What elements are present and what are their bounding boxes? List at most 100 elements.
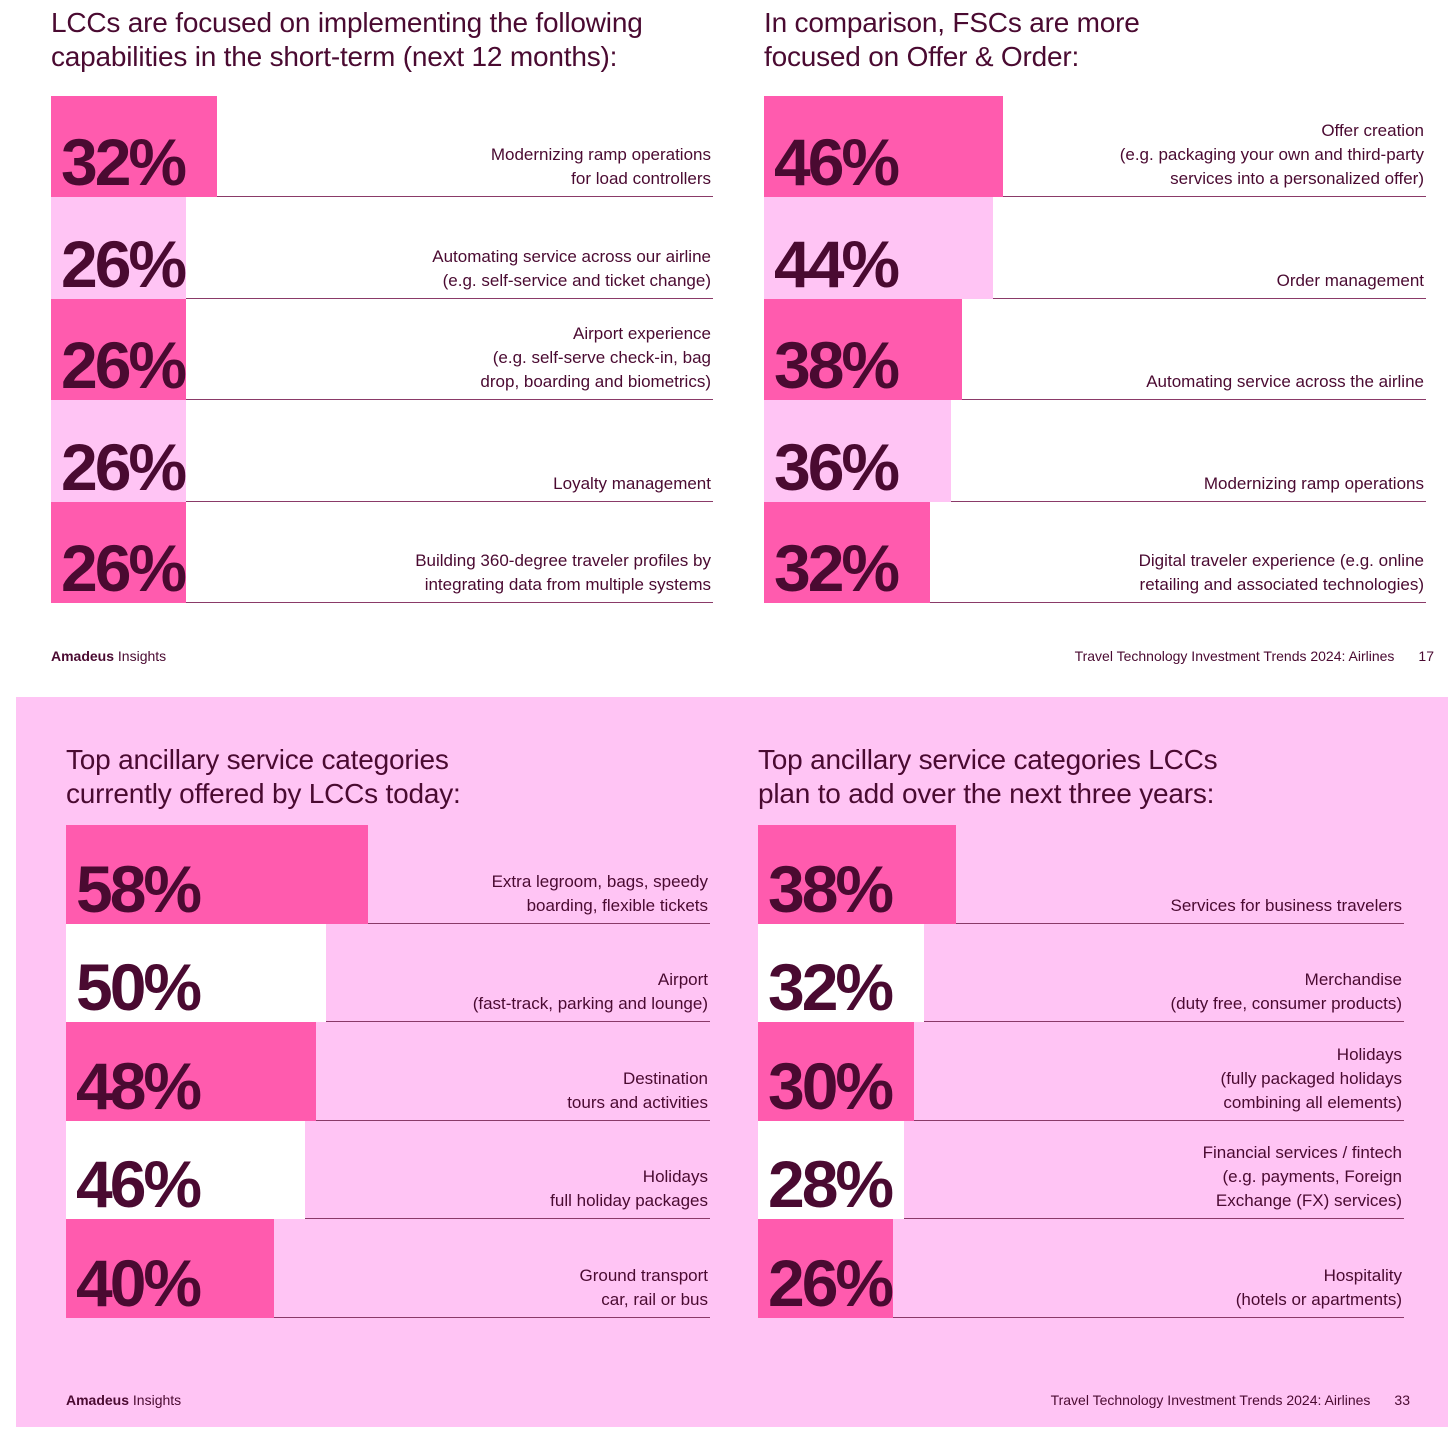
bar — [66, 1219, 274, 1318]
bar — [758, 1219, 893, 1318]
bar — [764, 197, 993, 299]
bar-row: 30% Holidays (fully packaged holidays com… — [758, 1022, 1404, 1121]
lcc-ancillary-today-panel: Top ancillary service categories current… — [66, 743, 710, 1323]
value-label: 26% — [61, 328, 187, 403]
fsc-capabilities-chart: 46% Offer creation (e.g. packaging your o… — [764, 96, 1426, 604]
fsc-capabilities-panel: In comparison, FSCs are more focused on … — [764, 6, 1426, 606]
row-divider — [186, 297, 713, 299]
value-label: 44% — [774, 226, 900, 301]
row-divider — [186, 399, 713, 401]
row-divider — [951, 500, 1426, 502]
bar-row: 48% Destination tours and activities — [66, 1022, 710, 1121]
panel-title: In comparison, FSCs are more focused on … — [764, 7, 1140, 72]
value-label: 50% — [76, 950, 202, 1025]
panel-title: Top ancillary service categories LCCs pl… — [758, 744, 1218, 809]
value-label: 40% — [76, 1245, 202, 1320]
bar-row: 26% Hospitality (hotels or apartments) — [758, 1219, 1404, 1318]
row-divider — [993, 297, 1426, 299]
bar-row: 26% Automating service across our airline… — [51, 197, 713, 301]
bar — [66, 923, 326, 1023]
bar-row: 26% Loyalty management — [51, 400, 713, 504]
value-label: 46% — [76, 1147, 202, 1222]
bar — [758, 825, 956, 924]
category-label: Modernizing ramp operations — [1203, 473, 1424, 493]
bar-row: 32% Digital traveler experience (e.g. onl… — [764, 501, 1426, 605]
brand-name: Amadeus — [51, 648, 115, 664]
publication-title: Travel Technology Investment Trends 2024… — [1074, 648, 1395, 664]
footer-brand: Amadeus Insights — [66, 1392, 181, 1408]
lcc-ancillary-planned-panel: Top ancillary service categories LCCs pl… — [758, 743, 1404, 1323]
footer-publication: Travel Technology Investment Trends 2024… — [1051, 1392, 1410, 1408]
row-divider — [924, 1021, 1404, 1023]
page-number: 17 — [1418, 648, 1434, 664]
row-divider — [930, 601, 1426, 603]
bar — [764, 298, 962, 401]
bar — [764, 501, 930, 603]
row-divider — [217, 196, 713, 198]
value-label: 26% — [61, 429, 187, 504]
category-label: Automating service across our airline (e… — [432, 246, 711, 290]
category-label: Order management — [1276, 270, 1424, 290]
bar-row: 44% Order management — [764, 197, 1426, 301]
brand-suffix: Insights — [117, 648, 167, 664]
bar — [51, 400, 186, 502]
row-divider — [326, 1021, 710, 1023]
category-label: Holidays full holiday packages — [550, 1167, 708, 1211]
page-number: 33 — [1394, 1392, 1410, 1408]
bar — [66, 825, 368, 924]
value-label: 26% — [61, 226, 187, 301]
category-label: Extra legroom, bags, speedy boarding, fl… — [491, 871, 708, 915]
value-label: 32% — [768, 950, 894, 1025]
category-label: Modernizing ramp operations for load con… — [490, 145, 711, 189]
row-divider — [186, 500, 713, 502]
value-label: 30% — [768, 1048, 894, 1123]
category-label: Destination tours and activities — [567, 1068, 708, 1112]
row-divider — [956, 922, 1404, 924]
category-label: Airport (fast-track, parking and lounge) — [472, 970, 708, 1014]
lcc-capabilities-chart: 32% Modernizing ramp operations for load … — [51, 96, 713, 604]
brand-name: Amadeus — [66, 1392, 130, 1408]
bar-row: 32% Modernizing ramp operations for load … — [51, 96, 713, 198]
value-label: 58% — [76, 851, 202, 926]
value-label: 48% — [76, 1048, 202, 1123]
bar-row: 46% Offer creation (e.g. packaging your o… — [764, 96, 1426, 198]
lcc-ancillary-today-chart: 58% Extra legroom, bags, speedy boarding,… — [66, 825, 710, 1319]
bar — [66, 1120, 305, 1220]
bar-row: 50% Airport (fast-track, parking and loun… — [66, 923, 710, 1025]
bar — [66, 1022, 316, 1121]
category-label: Holidays (fully packaged holidays combin… — [1220, 1044, 1402, 1112]
bar — [758, 923, 924, 1023]
bar-row: 32% Merchandise (duty free, consumer prod… — [758, 923, 1404, 1025]
row-divider — [316, 1119, 710, 1121]
bar — [758, 1120, 904, 1220]
bar-row: 46% Holidays full holiday packages — [66, 1120, 710, 1222]
category-label: Merchandise (duty free, consumer product… — [1170, 970, 1402, 1014]
lcc-ancillary-planned-chart: 38% Services for business travelers 32% Mer… — [758, 825, 1404, 1319]
bar-row: 58% Extra legroom, bags, speedy boarding,… — [66, 825, 710, 924]
panel-title: Top ancillary service categories current… — [66, 744, 461, 809]
footer-brand: Amadeus Insights — [51, 648, 166, 664]
category-label: Loyalty management — [553, 473, 711, 493]
bar — [758, 1022, 914, 1121]
category-label: Airport experience (e.g. self-serve chec… — [480, 324, 711, 392]
bar-row: 38% Services for business travelers — [758, 825, 1404, 924]
bar-row: 28% Financial services / fintech (e.g. pa… — [758, 1120, 1404, 1220]
category-label: Offer creation (e.g. packaging your own … — [1119, 121, 1424, 189]
value-label: 38% — [774, 328, 900, 403]
bar — [51, 197, 186, 299]
category-label: Digital traveler experience (e.g. online… — [1138, 550, 1424, 594]
bar — [51, 96, 217, 198]
row-divider — [1003, 196, 1426, 198]
value-label: 26% — [61, 530, 187, 605]
bar — [764, 400, 951, 502]
page-33: Top ancillary service categories current… — [16, 697, 1448, 1427]
bar-row: 40% Ground transport car, rail or bus — [66, 1219, 710, 1318]
category-label: Building 360-degree traveler profiles by… — [415, 550, 711, 594]
lcc-capabilities-panel: LCCs are focused on implementing the fol… — [51, 6, 713, 606]
bar-row: 26% Building 360-degree traveler profiles… — [51, 501, 713, 605]
footer-publication: Travel Technology Investment Trends 2024… — [1075, 648, 1434, 664]
panel-title: LCCs are focused on implementing the fol… — [51, 7, 643, 72]
value-label: 32% — [774, 530, 900, 605]
bar — [764, 96, 1003, 198]
value-label: 38% — [768, 851, 894, 926]
